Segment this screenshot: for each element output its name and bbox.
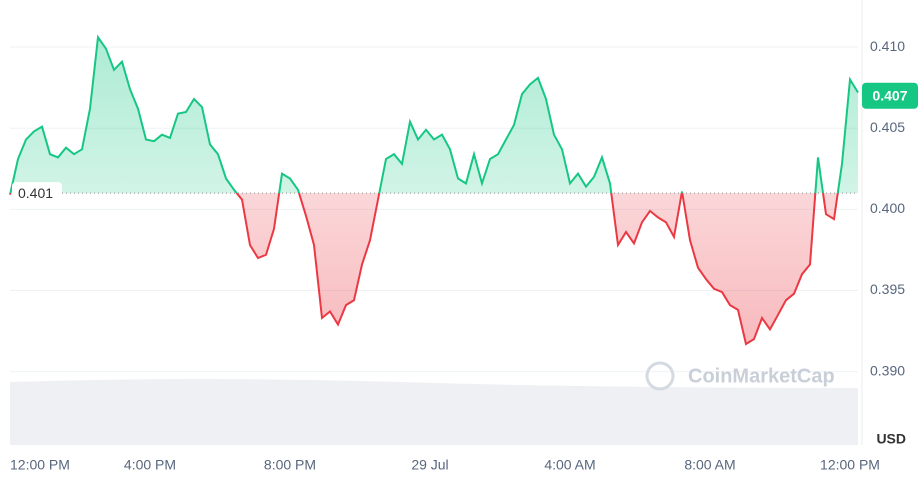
x-tick-label: 8:00 AM xyxy=(684,457,735,473)
price-badge xyxy=(862,82,918,109)
x-tick-label: 4:00 PM xyxy=(124,457,176,473)
x-tick-label: 12:00 PM xyxy=(10,457,70,473)
y-tick-label: 0.405 xyxy=(870,119,905,135)
watermark: CoinMarketCap xyxy=(688,365,835,387)
baseline-label: 0.401 xyxy=(18,185,53,201)
volume-band xyxy=(10,379,858,445)
x-tick-label: 4:00 AM xyxy=(544,457,595,473)
y-tick-label: 0.390 xyxy=(870,362,905,378)
price-badge-label: 0.407 xyxy=(872,87,907,103)
currency-label: USD xyxy=(876,431,906,447)
y-tick-label: 0.410 xyxy=(870,38,905,54)
y-tick-label: 0.395 xyxy=(870,281,905,297)
x-tick-label: 29 Jul xyxy=(411,457,448,473)
watermark-logo xyxy=(645,361,675,391)
x-tick-label: 12:00 PM xyxy=(820,457,880,473)
y-tick-label: 0.400 xyxy=(870,200,905,216)
area-up xyxy=(10,37,858,194)
area-down xyxy=(10,193,838,344)
price-line xyxy=(9,34,859,194)
x-tick-label: 8:00 PM xyxy=(264,457,316,473)
baseline-label-box xyxy=(12,182,62,205)
price-line-down xyxy=(9,193,839,346)
